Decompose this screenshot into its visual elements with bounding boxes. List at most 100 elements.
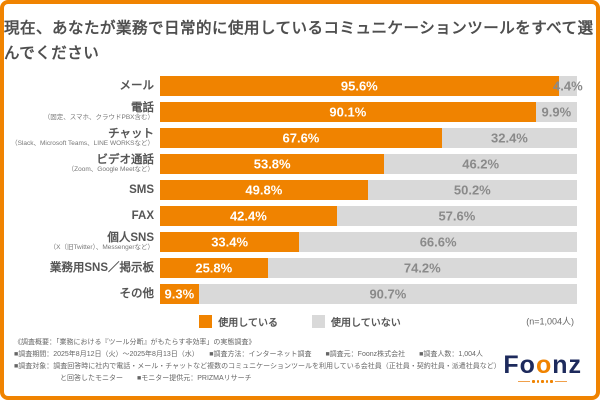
category-label-text: FAX <box>131 210 154 223</box>
sample-size-note: (n=1,004人) <box>526 316 574 327</box>
bar-used: 95.6% <box>160 76 559 97</box>
bar-row-mail: メール 95.6% 4.4% <box>4 76 596 97</box>
category-label-text: メール <box>119 80 155 93</box>
used-percent-label: 42.4% <box>229 208 267 224</box>
foonz-logo-text: Foonz <box>503 353 582 378</box>
tagline-dot <box>545 380 549 383</box>
bar-row-business-sns: 業務用SNS／掲示板 25.8% 74.2% <box>4 258 596 279</box>
used-percent-label: 49.8% <box>245 182 283 198</box>
bar-track: 90.1% 9.9% <box>160 102 577 123</box>
tagline-dot <box>550 380 553 383</box>
category-sublabel-text: （X（旧Twitter）、Messengerなど） <box>49 244 154 252</box>
tagline-dot <box>536 380 540 383</box>
category-label-text: チャット <box>108 128 154 141</box>
bar-unused: 66.6% <box>299 232 577 253</box>
unused-percent-label: 9.9% <box>541 104 572 120</box>
bar-row-fax: FAX 42.4% 57.6% <box>4 206 596 227</box>
unused-percent-label: 66.6% <box>419 234 457 250</box>
survey-footer: 《調査概要：「業務における『ツール分断』がもたらす非効率」の実態調査》 ■調査期… <box>4 338 596 384</box>
category-label-text: 電話 <box>131 102 154 115</box>
bar-row-other: その他 9.3% 90.7% <box>4 284 596 305</box>
legend-label-used: 使用している <box>218 317 278 329</box>
category-label-text: ビデオ通話 <box>96 154 155 167</box>
survey-target-line: ■調査対象：調査回答時に社内で電話・メール・チャットなど複数のコミュニケーション… <box>14 362 501 370</box>
survey-monitor-line: と回答したモニター ■モニター提供元：PRIZMAリサーチ <box>60 374 252 382</box>
used-percent-label: 9.3% <box>164 286 195 302</box>
bar-track: 42.4% 57.6% <box>160 206 577 227</box>
used-percent-label: 95.6% <box>340 78 378 94</box>
bar-unused: 46.2% <box>384 154 577 175</box>
used-percent-label: 53.8% <box>253 156 291 172</box>
bar-track: 67.6% 32.4% <box>160 128 577 149</box>
survey-period-line: ■調査期間：2025年8月12日（火）～2025年8月13日（水） ■調査方法：… <box>14 351 483 359</box>
used-percent-label: 33.4% <box>211 234 249 250</box>
category-label: その他 <box>4 288 160 300</box>
unused-percent-label: 32.4% <box>491 130 528 146</box>
bar-track: 49.8% 50.2% <box>160 180 577 201</box>
unused-percent-label: 57.6% <box>438 208 476 224</box>
category-label: SMS <box>4 184 160 196</box>
unused-percent-label: 4.4% <box>552 78 583 94</box>
category-label: 業務用SNS／掲示板 <box>4 262 160 274</box>
unused-percent-label: 50.2% <box>453 182 491 198</box>
survey-overview-line: 《調査概要：「業務における『ツール分断』がもたらす非効率」の実態調査》 <box>14 339 256 347</box>
bar-unused: 9.9% <box>535 102 577 123</box>
tagline-dot <box>541 380 544 383</box>
bar-used: 67.6% <box>160 128 442 149</box>
bar-track: 9.3% 90.7% <box>160 284 577 305</box>
bar-used: 49.8% <box>160 180 368 201</box>
legend-item-used: 使用している <box>199 314 278 329</box>
bar-track: 33.4% 66.6% <box>160 232 577 253</box>
category-sublabel-text: （Slack、Microsoft Teams、LINE WORKSなど） <box>11 140 154 148</box>
logo-accent-letter: o <box>535 351 553 380</box>
bar-unused: 74.2% <box>267 258 577 279</box>
unused-percent-label: 90.7% <box>369 286 407 302</box>
category-label: 個人SNS （X（旧Twitter）、Messengerなど） <box>4 232 160 252</box>
bar-used: 42.4% <box>160 206 337 227</box>
legend-swatch-orange <box>199 314 213 328</box>
bar-used: 53.8% <box>160 154 385 175</box>
bar-track: 95.6% 4.4% <box>160 76 583 97</box>
bar-unused: 4.4% <box>553 76 583 97</box>
chart-title-line2: コミュニケーションツールをすべて選んでください <box>4 20 594 63</box>
tagline-dash-left <box>518 380 531 382</box>
stacked-bar-chart: メール 95.6% 4.4% 電話 （固定、スマホ、クラウドPBX含む） 90.… <box>4 76 596 305</box>
used-percent-label: 25.8% <box>195 260 233 276</box>
category-label: 電話 （固定、スマホ、クラウドPBX含む） <box>4 102 160 122</box>
bar-unused: 90.7% <box>198 284 577 305</box>
tagline-dash-right <box>554 380 567 382</box>
used-percent-label: 67.6% <box>282 130 320 146</box>
category-sublabel-text: （固定、スマホ、クラウドPBX含む） <box>43 114 154 122</box>
category-label-text: SMS <box>129 184 154 197</box>
bar-track: 25.8% 74.2% <box>160 258 577 279</box>
legend-label-unused: 使用していない <box>331 317 401 329</box>
category-label: チャット （Slack、Microsoft Teams、LINE WORKSなど… <box>4 128 160 148</box>
category-label: ビデオ通話 （Zoom、Google Meetなど） <box>4 154 160 174</box>
bar-unused: 32.4% <box>441 128 577 149</box>
logo-prefix: Fo <box>503 351 536 380</box>
category-label: メール <box>4 80 160 92</box>
chart-title-line1: 現在、あなたが業務で日常的に使用している <box>4 20 324 37</box>
category-label-text: 個人SNS <box>107 232 154 245</box>
foonz-logo: Foonz <box>503 353 582 383</box>
bar-unused: 57.6% <box>336 206 577 227</box>
unused-percent-label: 46.2% <box>462 156 500 172</box>
legend-item-unused: 使用していない <box>312 314 401 329</box>
bar-track: 53.8% 46.2% <box>160 154 577 175</box>
bar-used: 9.3% <box>160 284 199 305</box>
tagline-dot <box>532 380 535 383</box>
bar-used: 90.1% <box>160 102 536 123</box>
unused-percent-label: 74.2% <box>403 260 441 276</box>
chart-legend: 使用している 使用していない (n=1,004人) <box>4 313 596 329</box>
used-percent-label: 90.1% <box>329 104 367 120</box>
category-sublabel-text: （Zoom、Google Meetなど） <box>67 166 154 174</box>
category-label-text: 業務用SNS／掲示板 <box>49 262 154 275</box>
logo-suffix: nz <box>552 351 582 380</box>
chart-title: 現在、あなたが業務で日常的に使用している コミュニケーションツールをすべて選んで… <box>4 16 596 66</box>
category-label: FAX <box>4 210 160 222</box>
legend-swatch-gray <box>312 314 325 328</box>
category-label-text: その他 <box>119 288 155 301</box>
bar-row-video-call: ビデオ通話 （Zoom、Google Meetなど） 53.8% 46.2% <box>4 154 596 175</box>
bar-unused: 50.2% <box>367 180 577 201</box>
